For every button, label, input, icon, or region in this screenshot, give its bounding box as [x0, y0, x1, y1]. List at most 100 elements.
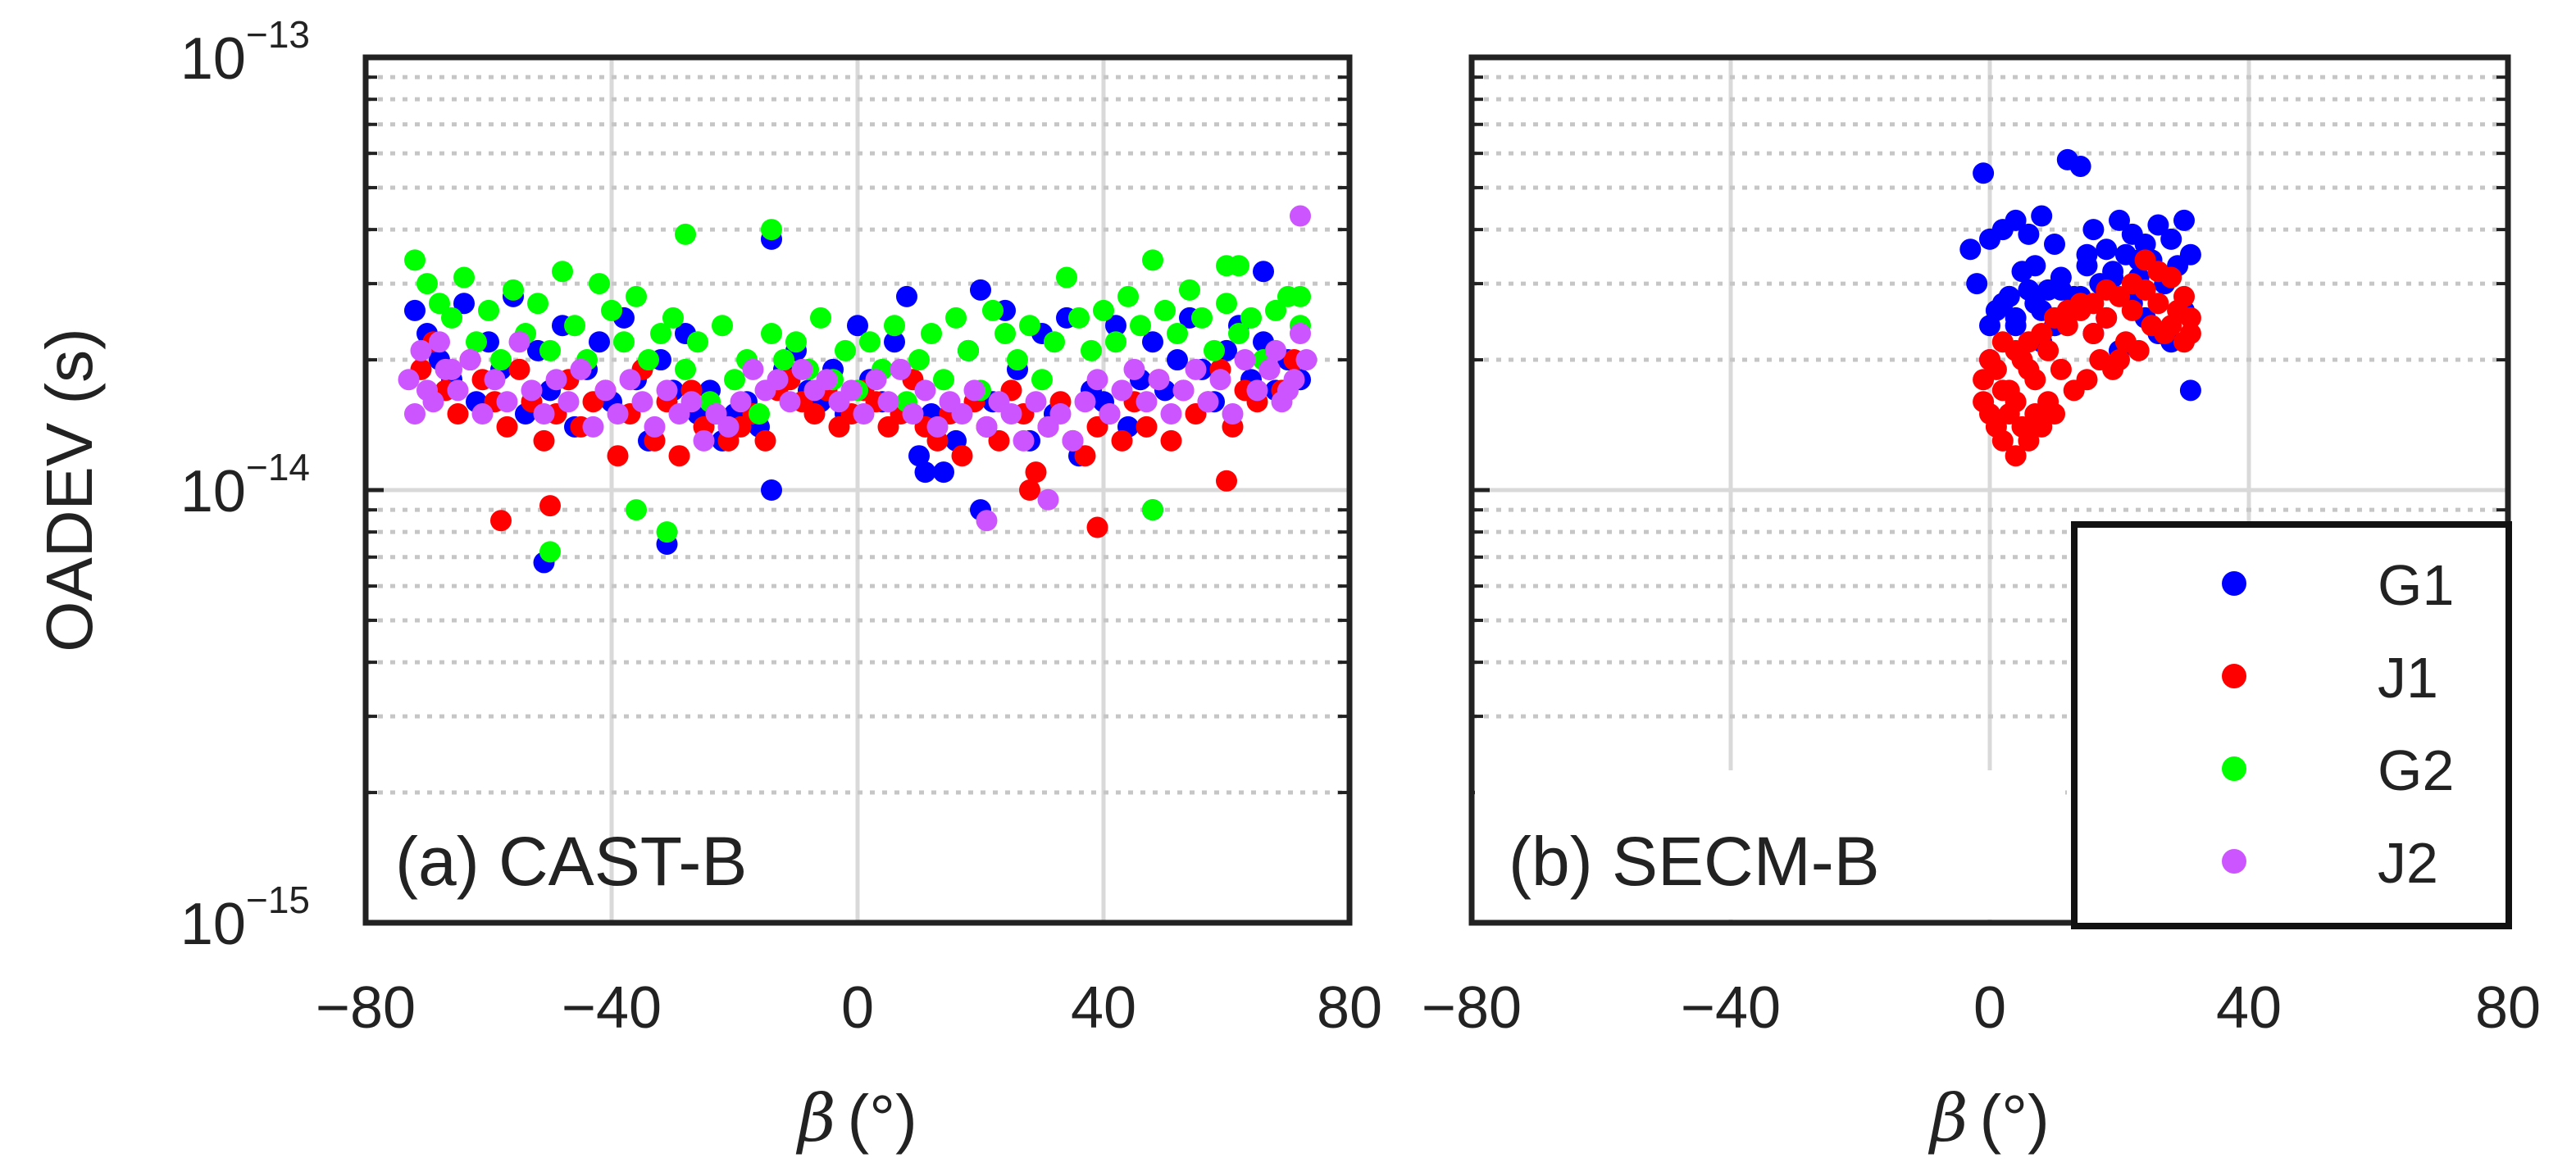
legend-marker-j2: [2222, 849, 2246, 874]
point-g1: [2044, 233, 2065, 255]
y-tick-base: 10: [180, 459, 246, 524]
point-g1: [1966, 273, 1988, 295]
point-g1: [847, 315, 868, 337]
point-j1: [1019, 479, 1040, 501]
point-g2: [1105, 331, 1126, 353]
point-j2: [1160, 403, 1182, 425]
point-j2: [404, 403, 426, 425]
legend-label-g1: G1: [2378, 553, 2454, 617]
point-j2: [594, 379, 617, 402]
point-g2: [589, 273, 610, 295]
point-j2: [890, 358, 912, 380]
point-j1: [2147, 293, 2169, 315]
panel-a-x-tick-label: −40: [562, 975, 662, 1041]
point-g2: [958, 339, 979, 361]
point-j2: [791, 358, 813, 380]
point-g2: [859, 331, 881, 353]
point-g2: [1081, 339, 1102, 361]
point-j2: [1099, 403, 1121, 425]
point-g2: [724, 369, 745, 391]
point-j1: [754, 429, 776, 452]
point-g1: [2076, 243, 2098, 266]
point-j2: [1290, 205, 1311, 227]
point-j2: [976, 510, 998, 532]
point-g1: [2082, 219, 2105, 241]
point-g1: [2147, 214, 2169, 236]
point-j2: [1074, 391, 1096, 413]
point-j1: [1991, 429, 2014, 452]
point-j2: [1062, 429, 1084, 452]
point-j1: [803, 403, 826, 425]
point-j1: [2082, 323, 2105, 345]
point-j1: [2044, 403, 2065, 425]
legend-marker-g1: [2222, 571, 2246, 596]
legend-label-j2: J2: [2378, 831, 2438, 895]
point-g2: [1068, 306, 1090, 329]
x-axis-unit: (°): [1979, 1082, 2049, 1155]
panel-b-xticks: −80 −40 0 40 80: [1422, 975, 2541, 1041]
point-g1: [896, 285, 917, 307]
point-j1: [2096, 279, 2118, 301]
point-j2: [1197, 391, 1219, 413]
point-g2: [650, 323, 671, 345]
point-g2: [1142, 499, 1163, 521]
panel-a-xticks: −80 −40 0 40 80: [316, 975, 1382, 1041]
point-j2: [1290, 323, 1311, 345]
panel-a-cast-b: −80 −40 0 40 80 (a) CAST-B: [316, 54, 1382, 1041]
point-j1: [2031, 415, 2053, 438]
point-j2: [508, 331, 530, 353]
y-tick-exponent: −14: [246, 446, 310, 488]
point-g1: [1253, 261, 1274, 283]
point-g2: [613, 331, 635, 353]
point-g2: [884, 315, 905, 337]
point-g2: [466, 331, 487, 353]
point-j1: [951, 445, 973, 467]
panel-a-x-tick-label: 0: [841, 975, 874, 1041]
panel-b-frame: [1468, 54, 2511, 926]
x-axis-symbol: β: [1927, 1080, 1968, 1156]
point-g1: [2018, 279, 2040, 301]
point-j2: [877, 391, 899, 413]
point-j1: [496, 415, 518, 438]
y-tick-exponent: −15: [246, 879, 310, 921]
point-g2: [1019, 315, 1040, 337]
point-g1: [2173, 209, 2195, 231]
point-j2: [1172, 379, 1195, 402]
point-g2: [810, 306, 831, 329]
point-g1: [453, 293, 475, 315]
point-g2: [478, 299, 499, 321]
point-g2: [675, 223, 696, 245]
point-g2: [490, 349, 512, 371]
point-j2: [680, 391, 703, 413]
x-axis-symbol: β: [795, 1080, 835, 1156]
point-j1: [490, 510, 512, 532]
point-j2: [1000, 403, 1022, 425]
y-tick-exponent: −13: [246, 13, 310, 56]
point-j1: [533, 429, 555, 452]
legend-label-g2: G2: [2378, 738, 2454, 802]
point-g2: [453, 266, 475, 288]
point-g2: [1154, 299, 1176, 321]
point-j2: [656, 379, 678, 402]
point-g2: [1216, 293, 1237, 315]
point-g2: [1031, 369, 1053, 391]
point-j2: [631, 391, 653, 413]
point-g2: [429, 293, 450, 315]
point-j2: [429, 331, 450, 353]
point-g1: [933, 461, 954, 484]
point-j2: [1049, 403, 1072, 425]
point-j1: [1216, 470, 1237, 492]
point-j1: [1991, 331, 2014, 353]
point-j1: [2109, 349, 2130, 371]
point-g2: [1228, 323, 1249, 345]
point-g2: [601, 299, 622, 321]
point-g2: [1191, 306, 1213, 329]
point-j1: [2076, 369, 2098, 391]
point-g1: [2096, 238, 2118, 261]
panel-b-x-tick-label: 0: [1973, 975, 2006, 1041]
point-g2: [908, 349, 930, 371]
point-j2: [1123, 358, 1145, 380]
y-tick-base: 10: [180, 26, 246, 92]
point-g2: [761, 323, 782, 345]
